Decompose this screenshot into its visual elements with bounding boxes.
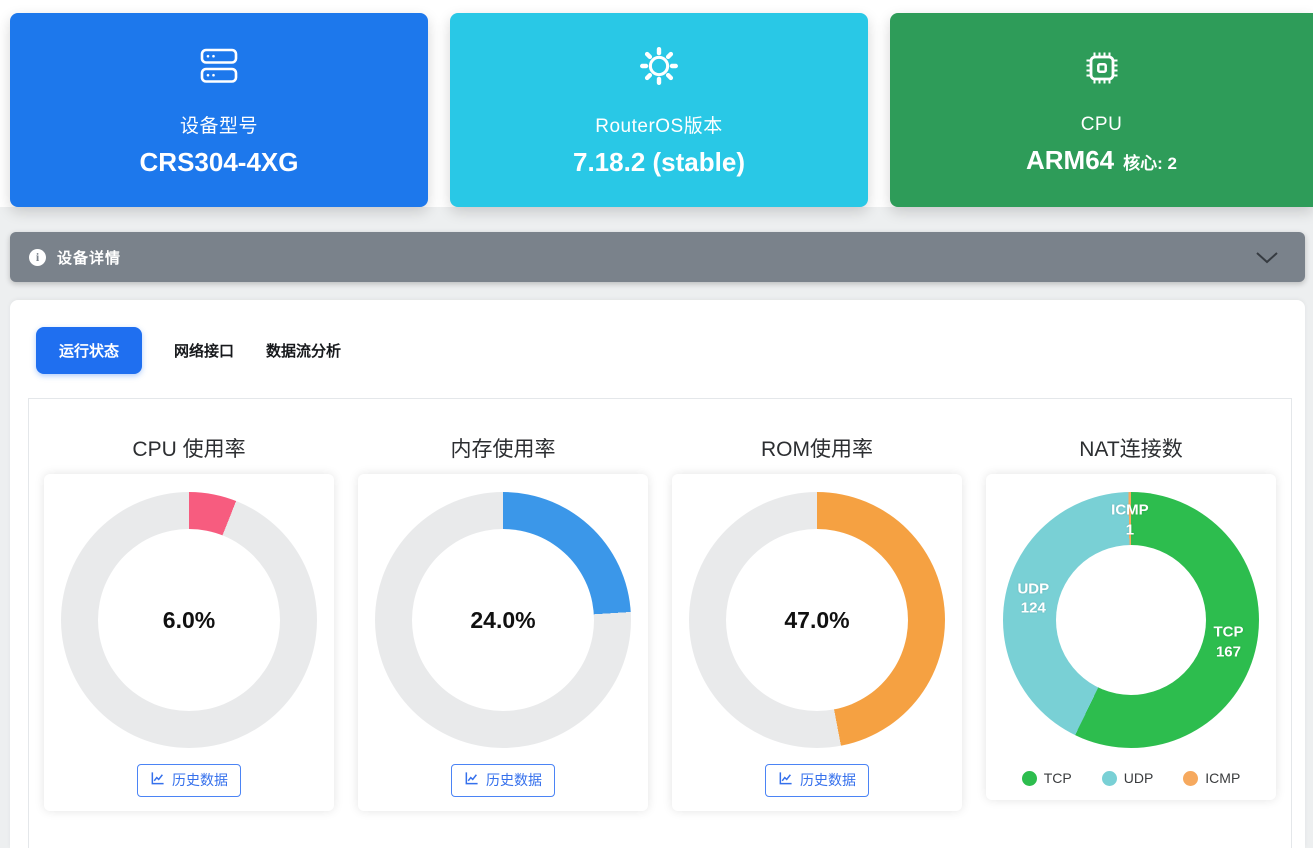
donut-hole <box>412 529 594 711</box>
cpu-card-label: CPU <box>1080 114 1123 135</box>
memory-usage-value: 24.0% <box>470 606 536 633</box>
routeros-version-label: RouterOS版本 <box>595 115 723 137</box>
rom-usage-value: 47.0% <box>784 606 850 633</box>
memory-usage-chart-block: 内存使用率 24.0% <box>358 433 648 811</box>
nat-connections-chart-block: NAT连接数 TCP 167 UDP 124 <box>986 433 1276 811</box>
donut-hole <box>98 529 280 711</box>
cpu-chip-icon <box>1077 44 1127 97</box>
tcp-legend-dot <box>1021 770 1037 786</box>
history-data-button[interactable]: 历史数据 <box>765 764 869 797</box>
history-data-button[interactable]: 历史数据 <box>451 764 555 797</box>
udp-legend-dot <box>1101 770 1117 786</box>
device-model-card: 设备型号 CRS304-4XG <box>10 13 428 207</box>
nat-connections-card: TCP 167 UDP 124 ICMP 1 <box>986 474 1276 800</box>
nat-connections-title: NAT连接数 <box>1079 438 1183 461</box>
routeros-version-card: RouterOS版本 7.18.2 (stable) <box>450 13 868 207</box>
cpu-usage-chart-block: CPU 使用率 6.0% <box>44 433 334 811</box>
tab-network-interfaces[interactable]: 网络接口 <box>174 343 235 360</box>
line-chart-icon <box>778 771 793 789</box>
summary-cards-row: 设备型号 CRS304-4XG RouterOS版本 <box>0 0 1313 207</box>
tab-data-flow-analysis[interactable]: 数据流分析 <box>266 343 342 360</box>
history-button-label: 历史数据 <box>800 772 856 788</box>
accordion-title: 设备详情 <box>57 249 122 267</box>
legend-item-udp[interactable]: UDP <box>1101 770 1154 786</box>
rom-usage-donut: 47.0% <box>689 492 945 748</box>
cpu-info-card: CPU ARM64 核心: 2 <box>890 13 1313 207</box>
donut-hole <box>726 529 908 711</box>
icmp-legend-label: ICMP <box>1205 770 1241 786</box>
chevron-down-icon[interactable] <box>1255 251 1279 264</box>
udp-slice-label: UDP 124 <box>1017 580 1050 617</box>
cpu-usage-title: CPU 使用率 <box>132 438 246 461</box>
cpu-usage-card: 6.0% 历史数据 <box>44 474 334 811</box>
memory-usage-card: 24.0% 历史数据 <box>358 474 648 811</box>
gear-icon <box>635 43 683 94</box>
nat-connections-donut: TCP 167 UDP 124 ICMP 1 <box>1003 492 1259 748</box>
line-chart-icon <box>464 771 479 789</box>
lower-section: i 设备详情 运行状态 网络接口 数据流分析 CPU 使用率 6 <box>0 207 1313 848</box>
donut-hole <box>1056 545 1206 695</box>
nat-legend: TCP UDP ICMP <box>1021 770 1240 786</box>
memory-usage-donut: 24.0% <box>375 492 631 748</box>
rom-usage-chart-block: ROM使用率 47.0% <box>672 433 962 811</box>
device-details-accordion[interactable]: i 设备详情 <box>10 232 1305 282</box>
tab-running-status[interactable]: 运行状态 <box>36 327 143 374</box>
server-icon <box>195 43 243 94</box>
cpu-usage-donut: 6.0% <box>61 492 317 748</box>
charts-grid: CPU 使用率 6.0% <box>29 399 1291 811</box>
device-model-label: 设备型号 <box>179 115 258 137</box>
tcp-legend-label: TCP <box>1043 770 1072 786</box>
history-button-label: 历史数据 <box>486 772 542 788</box>
legend-item-tcp[interactable]: TCP <box>1021 770 1072 786</box>
icmp-legend-dot <box>1183 770 1199 786</box>
tab-bar: 运行状态 网络接口 数据流分析 <box>36 327 1292 374</box>
main-panel: 运行状态 网络接口 数据流分析 CPU 使用率 6.0% <box>10 300 1305 848</box>
history-button-label: 历史数据 <box>172 772 228 788</box>
device-model-value: CRS304-4XG <box>139 146 299 177</box>
icmp-slice-label: ICMP 1 <box>1111 501 1149 539</box>
memory-usage-title: 内存使用率 <box>450 438 556 461</box>
rom-usage-card: 47.0% 历史数据 <box>672 474 962 811</box>
line-chart-icon <box>150 771 165 789</box>
cpu-cores-value: 核心: 2 <box>1123 154 1177 173</box>
history-data-button[interactable]: 历史数据 <box>137 764 241 797</box>
legend-item-icmp[interactable]: ICMP <box>1183 770 1240 786</box>
rom-usage-title: ROM使用率 <box>761 438 873 461</box>
udp-legend-label: UDP <box>1123 770 1154 786</box>
cpu-usage-value: 6.0% <box>162 606 216 633</box>
running-status-panel: CPU 使用率 6.0% <box>28 398 1292 848</box>
info-icon: i <box>29 248 46 266</box>
cpu-arch-value: ARM64 <box>1026 145 1115 175</box>
routeros-version-value: 7.18.2 (stable) <box>573 146 745 177</box>
tcp-slice-label: TCP 167 <box>1213 623 1244 661</box>
